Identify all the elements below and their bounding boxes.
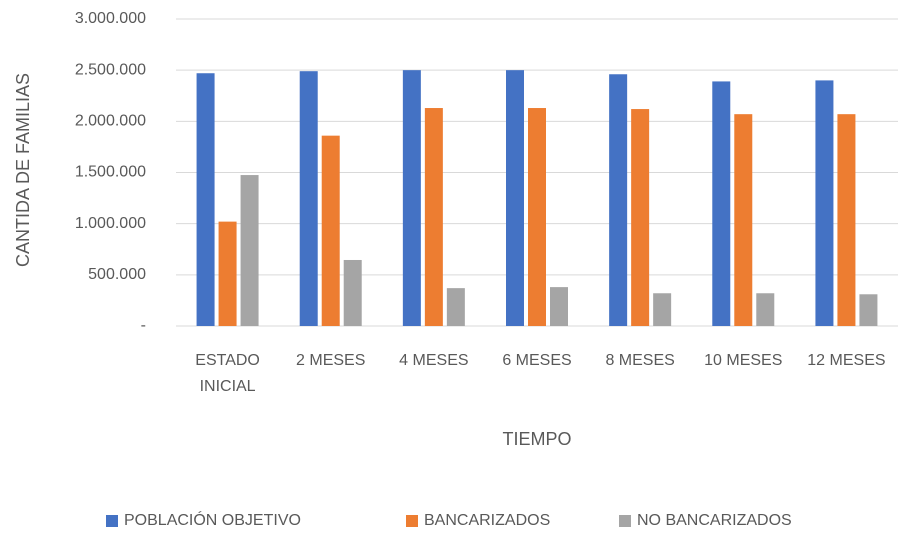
- y-tick-label: 1.500.000: [75, 164, 146, 181]
- y-tick-label: 2.500.000: [75, 61, 146, 78]
- x-tick-label: 2 MESES: [296, 352, 366, 369]
- bar: [734, 114, 753, 326]
- x-tick-label: 10 MESES: [704, 352, 783, 369]
- bar: [343, 259, 362, 326]
- y-tick-label: 3.000.000: [75, 10, 146, 27]
- bar: [299, 71, 318, 326]
- x-axis-title: TIEMPO: [502, 429, 571, 449]
- bar: [653, 293, 672, 326]
- bar: [528, 108, 546, 326]
- bar: [837, 114, 856, 326]
- bar: [506, 70, 524, 327]
- x-tick-label: 4 MESES: [399, 352, 469, 369]
- legend-swatch: [406, 515, 418, 527]
- bar: [756, 293, 775, 326]
- x-tick-label: 6 MESES: [502, 352, 572, 369]
- bar: [240, 175, 259, 326]
- bar: [402, 70, 421, 327]
- legend-swatch: [106, 515, 118, 527]
- bar: [550, 287, 568, 326]
- bar: [609, 74, 628, 326]
- legend-label: BANCARIZADOS: [424, 512, 550, 529]
- y-tick-label: 2.000.000: [75, 113, 146, 130]
- legend-label: POBLACIÓN OBJETIVO: [124, 510, 301, 529]
- bar: [859, 294, 878, 326]
- y-tick-label: -: [141, 317, 146, 334]
- x-tick-label: ESTADO INICIAL: [195, 352, 260, 395]
- legend-swatch: [619, 515, 631, 527]
- x-tick-label: 8 MESES: [605, 352, 675, 369]
- x-tick-label: 12 MESES: [807, 352, 886, 369]
- y-axis-title: CANTIDA DE FAMILIAS: [13, 73, 33, 267]
- y-tick-label: 500.000: [88, 266, 146, 283]
- bar: [424, 108, 443, 326]
- bar: [196, 73, 215, 326]
- bar: [631, 109, 650, 326]
- bar: [446, 288, 465, 326]
- bar: [321, 135, 340, 326]
- bar: [712, 81, 731, 326]
- y-tick-label: 1.000.000: [75, 215, 146, 232]
- legend-label: NO BANCARIZADOS: [637, 512, 792, 529]
- bar: [218, 221, 237, 326]
- bar: [815, 80, 834, 327]
